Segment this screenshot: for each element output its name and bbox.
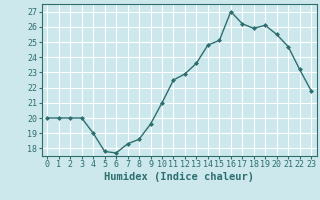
X-axis label: Humidex (Indice chaleur): Humidex (Indice chaleur) xyxy=(104,172,254,182)
